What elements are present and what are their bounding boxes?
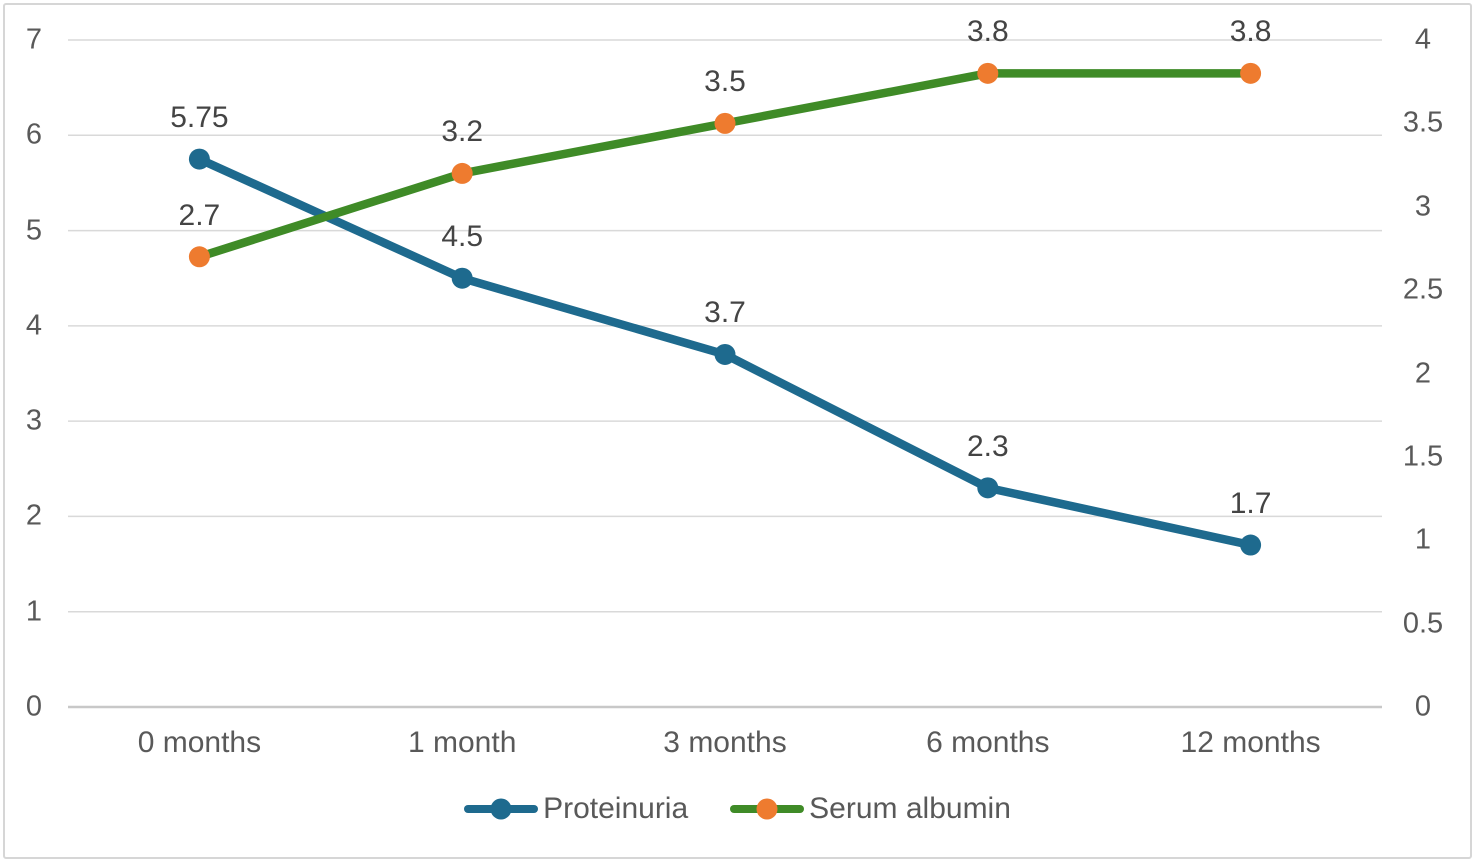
- data-point-marker-serum-albumin: [714, 112, 736, 134]
- x-axis-category-label: 0 months: [137, 726, 262, 759]
- y-axis-right-tick-label: 1.5: [1402, 440, 1444, 473]
- y-axis-right-tick-label: 0: [1414, 690, 1432, 723]
- legend-label: Proteinuria: [543, 792, 689, 825]
- data-label: 3.7: [704, 296, 746, 330]
- chart-legend: Proteinuria Serum albumin: [0, 789, 1475, 829]
- data-point-marker-proteinuria: [1240, 534, 1262, 556]
- y-axis-right-tick-label: 2.5: [1402, 273, 1444, 306]
- y-axis-right-tick-label: 2: [1414, 357, 1432, 389]
- legend-marker-icon: [730, 798, 805, 820]
- data-point-marker-proteinuria: [977, 477, 999, 499]
- data-label: 1.7: [1229, 487, 1272, 520]
- legend-marker-icon: [464, 798, 539, 820]
- data-label: 3.5: [704, 65, 746, 99]
- y-axis-right-tick-label: 1: [1414, 523, 1432, 556]
- y-axis-right-tick-label: 3: [1414, 190, 1432, 223]
- data-label: 5.75: [170, 101, 229, 135]
- x-axis-category-label: 6 months: [926, 726, 1050, 759]
- data-label: 3.2: [441, 115, 484, 149]
- y-axis-right-tick-label: 4: [1414, 23, 1432, 56]
- y-axis-left-tick-label: 3: [25, 404, 43, 437]
- data-point-marker-serum-albumin: [188, 246, 210, 268]
- data-label: 4.5: [441, 220, 484, 254]
- y-axis-left-tick-label: 4: [25, 309, 43, 342]
- data-label: 2.7: [178, 198, 221, 232]
- y-axis-left-tick-label: 5: [25, 214, 43, 247]
- data-point-marker-serum-albumin: [977, 62, 999, 84]
- data-label: 2.3: [966, 429, 1009, 463]
- data-point-marker-proteinuria: [188, 148, 210, 170]
- x-axis-category-label: 12 months: [1180, 726, 1321, 759]
- y-axis-right-tick-label: 0.5: [1402, 607, 1444, 640]
- y-axis-left-tick-label: 0: [25, 690, 43, 723]
- data-label: 3.8: [966, 15, 1009, 49]
- x-axis-category-label: 3 months: [663, 726, 787, 759]
- legend-item-serum-albumin: Serum albumin: [730, 794, 1011, 824]
- legend-item-proteinuria: Proteinuria: [464, 794, 688, 824]
- legend-label: Serum albumin: [809, 792, 1011, 825]
- data-point-marker-serum-albumin: [1240, 62, 1262, 84]
- y-axis-right-tick-label: 3.5: [1402, 106, 1444, 139]
- data-point-marker-proteinuria: [451, 267, 473, 289]
- y-axis-left-tick-label: 7: [25, 23, 43, 56]
- data-point-marker-proteinuria: [714, 343, 736, 365]
- data-point-marker-serum-albumin: [451, 162, 473, 184]
- y-axis-left-tick-label: 1: [25, 595, 43, 628]
- y-axis-left-tick-label: 2: [25, 499, 43, 532]
- x-axis-category-label: 1 month: [407, 726, 517, 759]
- data-label: 3.8: [1229, 15, 1272, 49]
- y-axis-left-tick-label: 6: [25, 118, 43, 151]
